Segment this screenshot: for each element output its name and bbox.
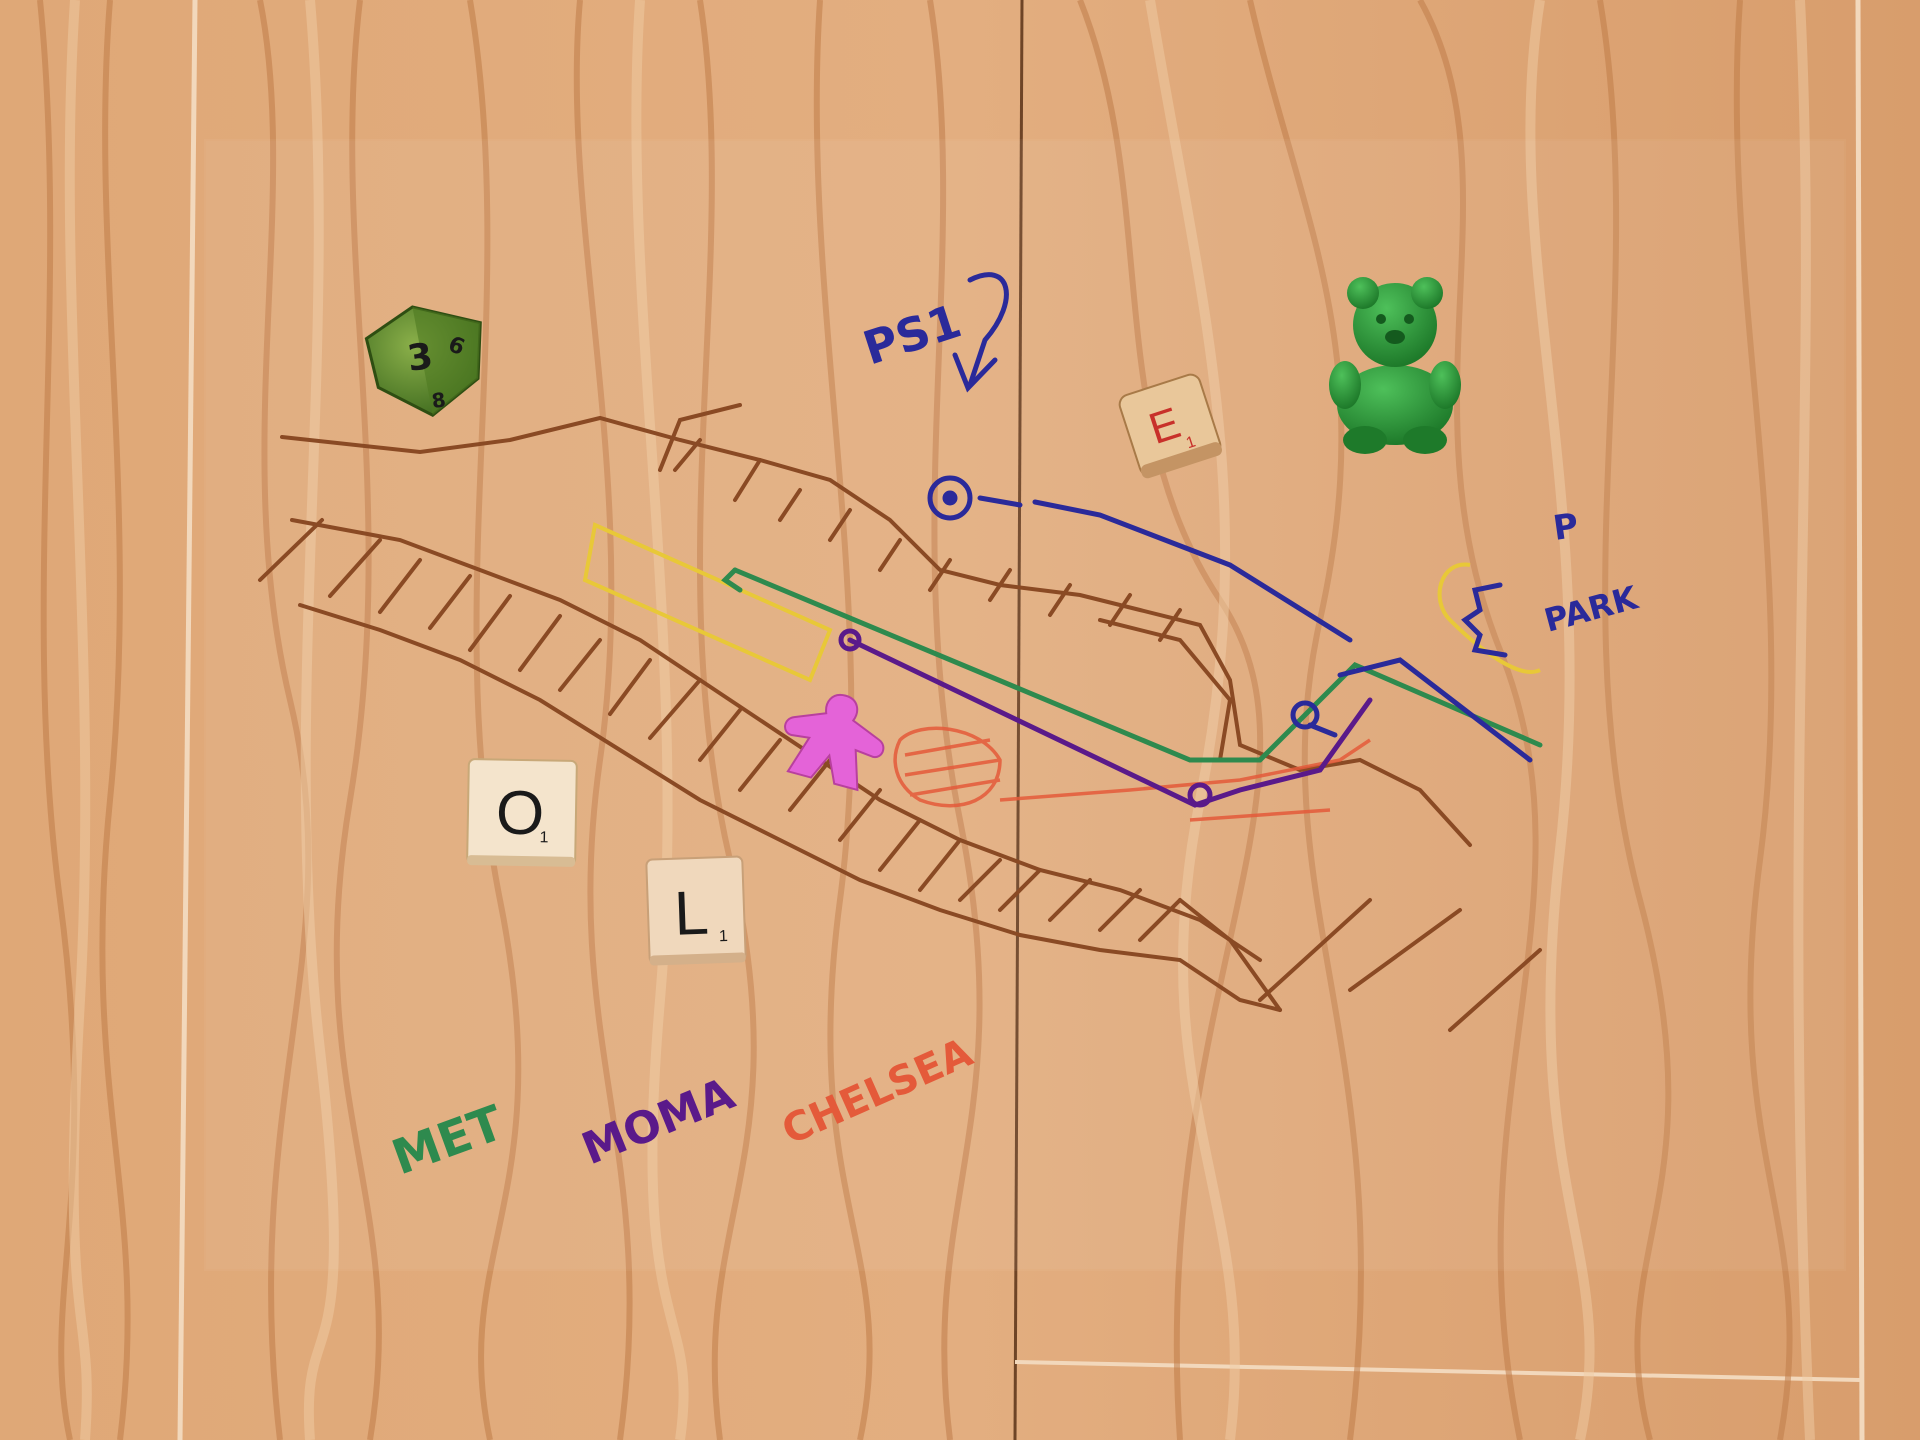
tile-score: 1 [539, 829, 548, 846]
green-route-line [721, 567, 1543, 763]
d8-bottom-number: 8 [430, 387, 447, 413]
scrabble-tile-o: O 1 [466, 758, 578, 867]
tile-letter: O [495, 779, 544, 849]
blue-route-line [927, 272, 1533, 763]
letter-e-die: E 1 [1118, 373, 1222, 479]
label-p: P [1551, 506, 1581, 549]
green-bear-token [1329, 277, 1461, 454]
map-outline-drawing [258, 403, 1542, 1032]
d8-top-number: 3 [405, 336, 436, 380]
tile-score: 1 [719, 928, 729, 945]
orange-hatched-area [893, 726, 1371, 822]
green-d8-die: 3 6 8 [364, 305, 482, 417]
purple-route-line [838, 628, 1373, 808]
yellow-park-outlines [582, 522, 1541, 683]
tile-letter: L [673, 879, 710, 949]
pink-meeple [784, 693, 885, 792]
scrabble-tile-l: L 1 [645, 855, 747, 966]
